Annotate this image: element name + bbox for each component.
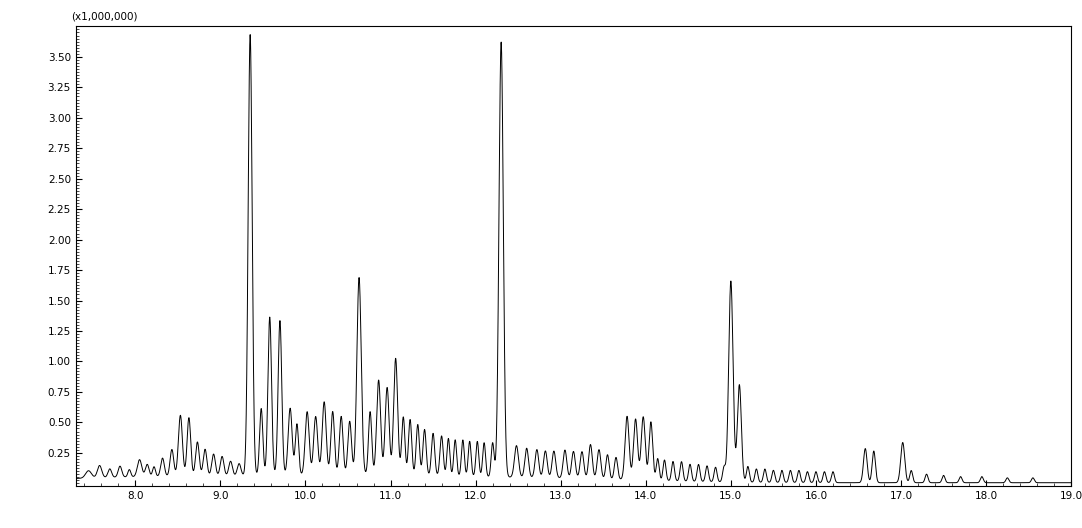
Text: (x1,000,000): (x1,000,000) — [70, 12, 137, 22]
